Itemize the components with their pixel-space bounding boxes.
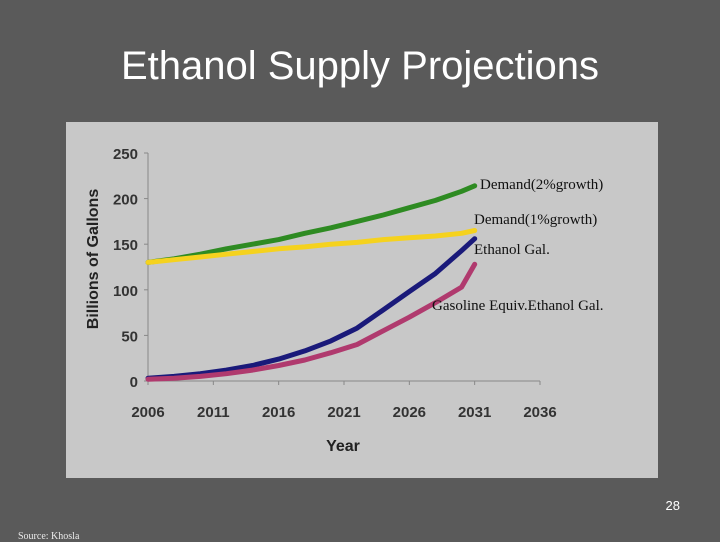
- x-tick-label: 2036: [523, 404, 556, 421]
- y-tick-label: 50: [121, 328, 138, 345]
- x-tick-label: 2021: [327, 404, 360, 421]
- series-line-4: [145, 261, 478, 382]
- slide-title: Ethanol Supply Projections: [120, 44, 600, 88]
- page-number: 28: [665, 498, 680, 513]
- x-tick-label: 2006: [131, 404, 164, 421]
- series-label-2: Demand(1%growth): [474, 212, 597, 228]
- y-tick-label: 100: [113, 283, 138, 300]
- chart-panel: 0 50 100 150 200 250 2006 2011 2016 2021 2026 2031 2…: [66, 122, 658, 478]
- source-note: Source: Khosla: [18, 531, 80, 542]
- projection-line-chart: 0 50 100 150 200 250 2006 2011 2016 2021 2026 2031 2…: [85, 146, 604, 455]
- series-line-2: [145, 228, 478, 265]
- inline-labels: Demand(2%growth) Demand(1%growth) Ethanol …: [432, 177, 604, 314]
- x-axis-title: Year: [326, 438, 360, 455]
- x-tick-label: 2016: [262, 404, 295, 421]
- y-axis-title: Billions of Gallons: [85, 189, 102, 330]
- series-label-4: Gasoline Equiv.Ethanol Gal.: [432, 298, 604, 314]
- y-tick-label: 0: [130, 374, 138, 391]
- series-line-1: [145, 183, 478, 265]
- series-lines: [145, 183, 478, 382]
- y-tick-label: 200: [113, 192, 138, 209]
- x-tick-label: 2031: [458, 404, 491, 421]
- series-label-3: Ethanol Gal.: [474, 242, 550, 258]
- y-tick-label: 150: [113, 237, 138, 254]
- series-line-3: [145, 236, 478, 381]
- x-tick-label: 2026: [393, 404, 426, 421]
- y-tick-label: 250: [113, 146, 138, 163]
- x-tick-label: 2011: [197, 404, 230, 421]
- series-label-1: Demand(2%growth): [480, 177, 603, 193]
